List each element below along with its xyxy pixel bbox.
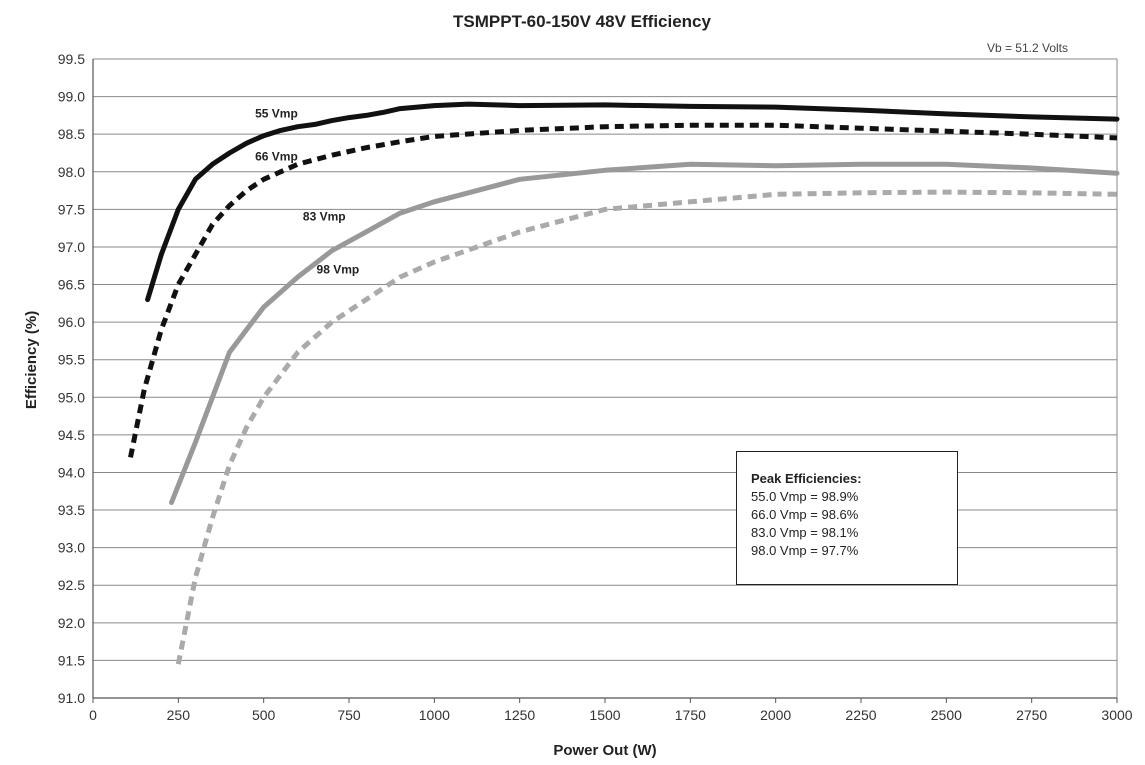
legend-entry-98: 98.0 Vmp = 97.7% (751, 543, 859, 558)
series-line-83-vmp (169, 161, 1120, 505)
y-axis-title: Efficiency (%) (23, 311, 40, 409)
x-tick-label: 500 (252, 707, 276, 723)
legend-entry-55: 55.0 Vmp = 98.9% (751, 489, 859, 504)
y-tick-label: 97.0 (58, 239, 85, 255)
x-tick-label: 1500 (589, 707, 620, 723)
y-tick-label: 99.0 (58, 89, 85, 105)
x-axis-title: Power Out (W) (553, 742, 656, 759)
axes: 91.0 91.5 92.0 92.5 93.0 93.5 94.0 94.5 95.0 95.5… (58, 51, 1133, 723)
series-line-55-vmp (145, 101, 1120, 303)
x-tick-label: 250 (167, 707, 191, 723)
y-tick-label: 98.0 (58, 164, 85, 180)
y-tick-label: 97.5 (58, 201, 85, 217)
series-labels: 55 Vmp 66 Vmp 83 Vmp 98 Vmp (255, 107, 359, 277)
peak-efficiencies-legend: Peak Efficiencies: 55.0 Vmp = 98.9% 66.0… (736, 451, 958, 585)
legend-entry-83: 83.0 Vmp = 98.1% (751, 525, 859, 540)
legend-entry-66: 66.0 Vmp = 98.6% (751, 507, 859, 522)
y-tick-label: 91.0 (58, 690, 85, 706)
series-line-66-vmp (128, 122, 1118, 458)
gridlines (93, 58, 1117, 699)
x-tick-label: 1250 (504, 707, 535, 723)
series-lines (128, 101, 1120, 665)
x-tick-label: 2250 (845, 707, 876, 723)
y-tick-label: 93.0 (58, 540, 85, 556)
y-tick-label: 95.0 (58, 389, 85, 405)
y-tick-label: 99.5 (58, 51, 85, 67)
x-tick-label: 2000 (760, 707, 791, 723)
y-tick-label: 96.0 (58, 314, 85, 330)
x-tick-label: 0 (89, 707, 97, 723)
x-tick-label: 2750 (1016, 707, 1047, 723)
y-tick-label: 96.5 (58, 277, 85, 293)
y-tick-label: 94.0 (58, 464, 85, 480)
x-tick-label: 3000 (1101, 707, 1132, 723)
y-tick-label: 91.5 (58, 652, 85, 668)
y-tick-label: 92.5 (58, 577, 85, 593)
chart-title: TSMPPT-60-150V 48V Efficiency (453, 12, 711, 31)
series-label: 66 Vmp (255, 149, 298, 163)
y-tick-label: 95.5 (58, 352, 85, 368)
y-tick-label: 94.5 (58, 427, 85, 443)
x-tick-label: 2500 (931, 707, 962, 723)
legend-title: Peak Efficiencies: (751, 471, 862, 486)
y-tick-label: 98.5 (58, 126, 85, 142)
battery-voltage-annotation: Vb = 51.2 Volts (987, 41, 1068, 55)
x-tick-label: 1750 (675, 707, 706, 723)
y-tick-label: 93.5 (58, 502, 85, 518)
x-tick-label: 750 (337, 707, 361, 723)
y-tick-label: 92.0 (58, 615, 85, 631)
series-label: 55 Vmp (255, 107, 298, 121)
series-label: 83 Vmp (303, 210, 346, 224)
series-line-98-vmp (175, 189, 1118, 665)
x-tick-label: 1000 (419, 707, 450, 723)
series-label: 98 Vmp (317, 262, 360, 276)
